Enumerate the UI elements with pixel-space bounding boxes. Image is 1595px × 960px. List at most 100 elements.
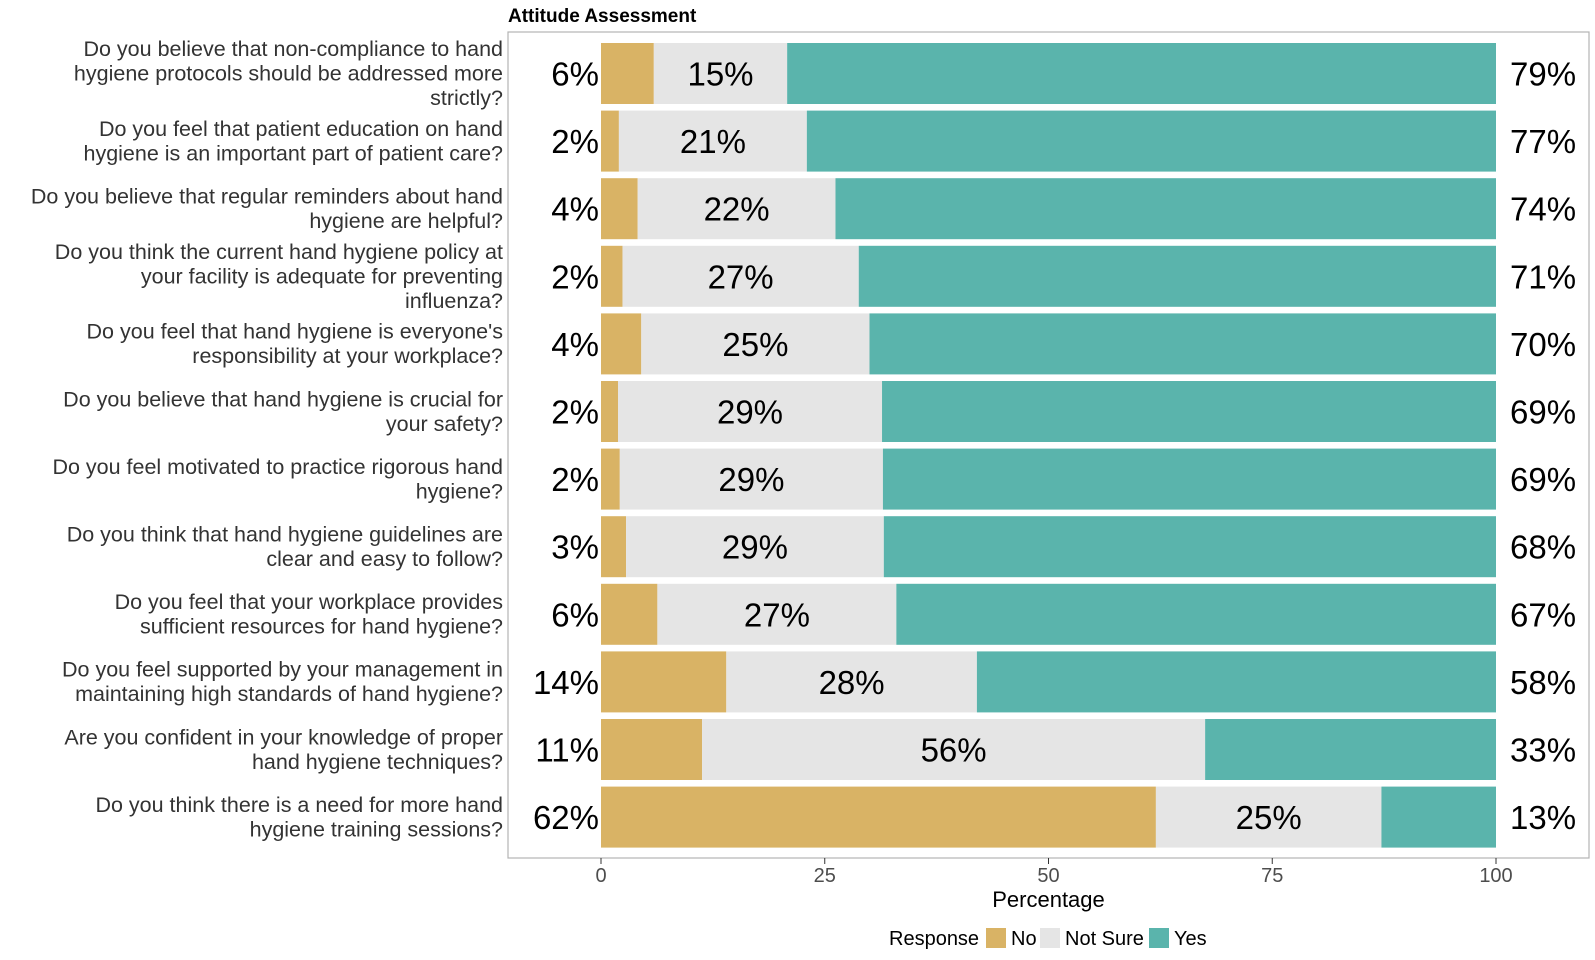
category-label-line: influenza? [405,289,503,313]
bar-yes-11 [1205,719,1497,780]
category-label-line: Do you feel motivated to practice rigoro… [52,455,503,479]
label-yes-9: 67% [1510,596,1576,633]
label-not-sure-8: 29% [722,529,788,566]
bar-yes-4 [858,245,1496,307]
label-no-8: 3% [551,529,599,566]
label-no-3: 4% [551,191,599,228]
x-tick-label-0: 0 [595,865,606,887]
x-tick-label-25: 25 [814,865,836,887]
category-label-line: hygiene are helpful? [309,209,503,233]
category-label-line: responsibility at your workplace? [192,344,503,368]
label-yes-6: 69% [1510,394,1576,431]
label-no-9: 6% [551,596,599,633]
bar-no-11 [601,719,703,780]
bar-no-9 [601,583,658,645]
legend-swatch-no [986,928,1006,948]
bar-not-sure-3 [637,178,836,240]
category-label-line: Do you believe that regular reminders ab… [31,184,503,208]
bar-not-sure-5 [641,313,870,375]
chart-title: Attitude Assessment [508,6,697,27]
category-label-line: hygiene is an important part of patient … [83,141,503,165]
category-label-line: Do you feel that hand hygiene is everyon… [87,320,503,344]
label-yes-1: 79% [1510,56,1576,93]
category-label-line: strictly? [430,86,503,110]
label-yes-7: 69% [1510,461,1576,498]
bar-no-6 [601,381,618,442]
bar-yes-12 [1381,786,1496,848]
label-not-sure-3: 22% [704,191,770,228]
label-no-1: 6% [551,56,599,93]
category-label-1: Do you believe that non-compliance to ha… [74,37,503,110]
label-not-sure-2: 21% [680,123,746,160]
category-label-line: Do you think the current hand hygiene po… [55,240,503,264]
category-label-line: Do you feel that your workplace provides [115,590,503,614]
bar-yes-5 [869,313,1496,375]
bar-no-3 [601,178,638,240]
category-label-line: hygiene protocols should be addressed mo… [74,62,503,86]
bar-yes-10 [976,651,1496,713]
bar-not-sure-12 [1155,786,1382,848]
label-not-sure-6: 29% [717,394,783,431]
category-label-8: Do you think that hand hygiene guideline… [67,522,503,571]
category-label-10: Do you feel supported by your management… [62,658,503,707]
bar-no-1 [601,43,654,104]
label-no-11: 11% [535,732,599,769]
label-yes-3: 74% [1510,191,1576,228]
label-yes-8: 68% [1510,529,1576,566]
label-yes-5: 70% [1510,326,1576,363]
category-label-6: Do you believe that hand hygiene is cruc… [63,387,503,436]
x-tick-label-100: 100 [1479,865,1512,887]
category-label-9: Do you feel that your workplace provides… [115,590,503,639]
bar-not-sure-11 [702,719,1206,780]
label-not-sure-7: 29% [718,461,784,498]
bar-no-12 [601,786,1156,848]
label-not-sure-10: 28% [819,664,885,701]
label-no-7: 2% [551,461,599,498]
bar-yes-3 [835,178,1496,240]
label-yes-10: 58% [1510,664,1576,701]
legend-label-yes: Yes [1174,928,1207,950]
bar-not-sure-1 [653,43,788,104]
category-label-line: hygiene training sessions? [250,817,503,841]
legend-swatch-not-sure [1040,928,1060,948]
label-yes-4: 71% [1510,258,1576,295]
label-no-2: 2% [551,123,599,160]
bar-not-sure-4 [622,245,859,307]
bar-not-sure-10 [726,651,977,713]
label-not-sure-1: 15% [687,56,753,93]
x-tick-label-50: 50 [1037,865,1059,887]
label-no-10: 14% [533,664,599,701]
bar-yes-7 [882,448,1496,510]
label-no-12: 62% [533,799,599,836]
label-no-4: 2% [551,258,599,295]
category-label-line: hygiene? [416,479,503,503]
legend-title: Response [889,928,979,950]
label-no-5: 4% [551,326,599,363]
category-label-line: Do you feel supported by your management… [62,658,503,682]
label-not-sure-9: 27% [744,596,810,633]
category-label-7: Do you feel motivated to practice rigoro… [52,455,503,504]
category-label-11: Are you confident in your knowledge of p… [64,725,503,774]
bar-not-sure-7 [619,448,883,510]
bar-yes-9 [896,583,1496,645]
category-label-2: Do you feel that patient education on ha… [83,117,503,166]
category-label-line: Do you feel that patient education on ha… [99,117,503,141]
label-yes-2: 77% [1510,123,1576,160]
category-label-line: hand hygiene techniques? [252,750,503,774]
label-not-sure-5: 25% [722,326,788,363]
x-axis-title: Percentage [992,887,1105,912]
x-tick-label-75: 75 [1261,865,1283,887]
bar-no-10 [601,651,727,713]
bar-no-2 [601,110,619,172]
label-yes-12: 13% [1510,799,1576,836]
bar-yes-6 [882,381,1496,442]
bar-yes-8 [883,516,1496,578]
bar-not-sure-9 [657,583,897,645]
label-yes-11: 33% [1510,732,1576,769]
bar-not-sure-8 [626,516,884,578]
bar-no-4 [601,245,623,307]
bar-no-5 [601,313,642,375]
category-label-line: maintaining high standards of hand hygie… [75,682,503,706]
